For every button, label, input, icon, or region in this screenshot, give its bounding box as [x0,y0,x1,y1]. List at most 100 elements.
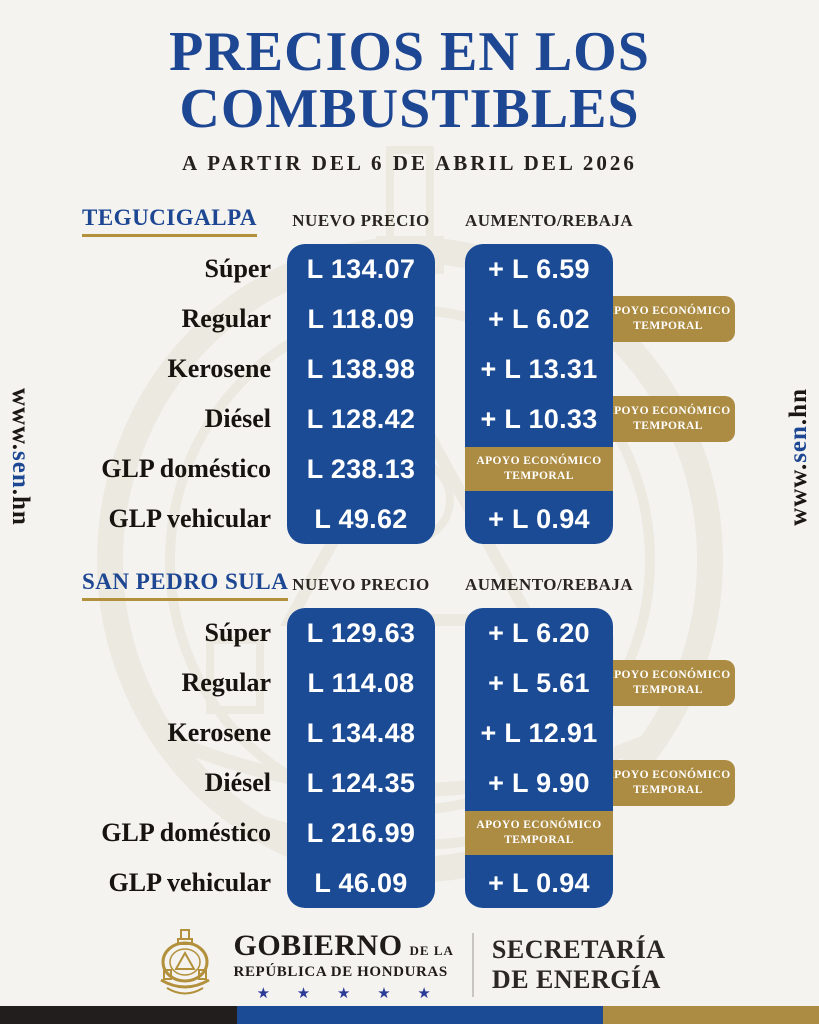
five-stars-icon: ★ ★ ★ ★ ★ [256,983,431,1002]
ministry-line2: DE ENERGÍA [491,965,661,995]
poster-title-line1: PRECIOS EN LOS [169,21,650,83]
change-support-cell: APOYO ECONÓMICO TEMPORAL [465,444,613,495]
support-badge: APOYO ECONÓMICO TEMPORAL [601,296,735,343]
fuel-label: GLP doméstico [101,818,271,848]
site-url-left: www.sen.hn [6,388,34,526]
side-badge-slot [613,858,747,908]
column-gap [435,444,465,494]
new-price-value: L 114.08 [287,658,435,709]
url-highlight: sen [7,451,34,489]
url-prefix: www. [7,388,34,452]
new-price-value: L 129.63 [287,608,435,659]
support-badge-line1: APOYO ECONÓMICO [605,305,731,318]
column-gap [435,808,465,858]
price-table: Súper L 134.07 + L 6.59 Regular L 118.09 + L … [42,244,819,545]
stripe-blue-segment [237,1006,603,1024]
side-badge-slot [613,494,747,544]
support-badge-line1: APOYO ECONÓMICO [605,769,731,782]
government-name-suffix: DE LA [409,942,454,958]
footer-divider [471,933,474,998]
honduras-coat-of-arms-icon [159,929,210,995]
side-badge-slot [613,608,747,658]
fuel-label: Diésel [204,404,271,434]
fuel-row: GLP doméstico L 216.99 APOYO ECONÓMICO TEMP… [42,808,819,859]
support-badge-inline: APOYO ECONÓMICO TEMPORAL [465,447,613,492]
ministry-wordmark: SECRETARÍA DE ENERGÍA [492,935,666,995]
change-value: + L 10.33 [465,394,613,445]
change-value: + L 6.20 [465,608,613,659]
fuel-row: Kerosene L 134.48 + L 12.91 [42,708,819,759]
city-label: TEGUCIGALPA [82,205,258,238]
fuel-label: Kerosene [167,354,272,384]
fuel-row: Súper L 134.07 + L 6.59 [42,244,819,295]
new-price-value: L 128.42 [287,394,435,445]
new-price-value: L 216.99 [287,808,435,859]
new-price-value: L 118.09 [287,294,435,345]
fuel-label: Súper [204,254,271,284]
column-gap [435,494,465,544]
support-badge-line2: TEMPORAL [504,834,574,847]
url-suffix: .hn [7,488,34,526]
side-badge-slot [613,708,747,758]
city-label: SAN PEDRO SULA [82,569,289,602]
side-badge-slot [613,344,747,394]
change-value: + L 0.94 [465,858,613,909]
city-sections: TEGUCIGALPA NUEVO PRECIO AUMENTO/REBAJA … [0,200,819,909]
change-support-cell: APOYO ECONÓMICO TEMPORAL [465,808,613,859]
city-section: SAN PEDRO SULA NUEVO PRECIO AUMENTO/REBA… [42,564,819,909]
poster-title: PRECIOS EN LOS COMBUSTIBLES [0,21,819,141]
new-price-value: L 49.62 [287,494,435,545]
new-price-value: L 134.07 [287,244,435,295]
support-badge: APOYO ECONÓMICO TEMPORAL [601,660,735,707]
fuel-row: Súper L 129.63 + L 6.20 [42,608,819,659]
fuel-label: GLP doméstico [101,454,271,484]
fuel-label: GLP vehicular [108,504,272,534]
support-badge: APOYO ECONÓMICO TEMPORAL [601,760,735,807]
column-gap [435,394,465,444]
fuel-label: Kerosene [167,718,272,748]
column-gap [435,608,465,658]
new-price-value: L 138.98 [287,344,435,395]
fuel-row: Regular L 118.09 + L 6.02 APOYO ECONÓMICO TE… [42,294,819,345]
side-badge-slot: APOYO ECONÓMICO TEMPORAL [601,658,747,708]
effective-date: A PARTIR DEL 6 DE ABRIL DEL 2026 [182,151,637,176]
government-subtitle: REPÚBLICA DE HONDURAS [233,963,448,980]
support-badge-line2: TEMPORAL [633,420,703,433]
column-gap [435,858,465,908]
column-header-new-price: NUEVO PRECIO [292,211,430,231]
column-header-change: AUMENTO/REBAJA [465,211,634,231]
column-header-change: AUMENTO/REBAJA [465,575,634,595]
side-badge-slot: APOYO ECONÓMICO TEMPORAL [601,394,747,444]
new-price-value: L 46.09 [287,858,435,909]
fuel-row: GLP vehicular L 49.62 + L 0.94 [42,494,819,545]
fuel-label: Súper [204,618,271,648]
column-header-new-price: NUEVO PRECIO [292,575,430,595]
new-price-value: L 134.48 [287,708,435,759]
change-value: + L 9.90 [465,758,613,809]
fuel-row: Regular L 114.08 + L 5.61 APOYO ECONÓMICO TE… [42,658,819,709]
change-value: + L 12.91 [465,708,613,759]
change-value: + L 5.61 [465,658,613,709]
support-badge-line1: APOYO ECONÓMICO [605,405,731,418]
column-gap [435,244,465,294]
support-badge-line2: TEMPORAL [504,470,574,483]
new-price-value: L 124.35 [287,758,435,809]
support-badge-line2: TEMPORAL [633,320,703,333]
column-gap [435,708,465,758]
fuel-label: GLP vehicular [108,868,272,898]
fuel-row: Diésel L 128.42 + L 10.33 APOYO ECONÓMICO TE… [42,394,819,445]
fuel-label: Diésel [204,768,271,798]
support-badge-line1: APOYO ECONÓMICO [476,455,602,468]
poster-title-line2: COMBUSTIBLES [179,78,640,141]
fuel-row: GLP doméstico L 238.13 APOYO ECONÓMICO TEMP… [42,444,819,495]
column-gap [435,658,465,708]
new-price-value: L 238.13 [287,444,435,495]
footer: GOBIERNO DE LA REPÚBLICA DE HONDURAS ★ ★… [0,928,819,1002]
support-badge-line2: TEMPORAL [633,684,703,697]
column-gap [435,344,465,394]
stripe-gold-segment [603,1006,819,1024]
support-badge-line2: TEMPORAL [633,784,703,797]
change-value: + L 13.31 [465,344,613,395]
side-badge-slot [613,444,747,494]
